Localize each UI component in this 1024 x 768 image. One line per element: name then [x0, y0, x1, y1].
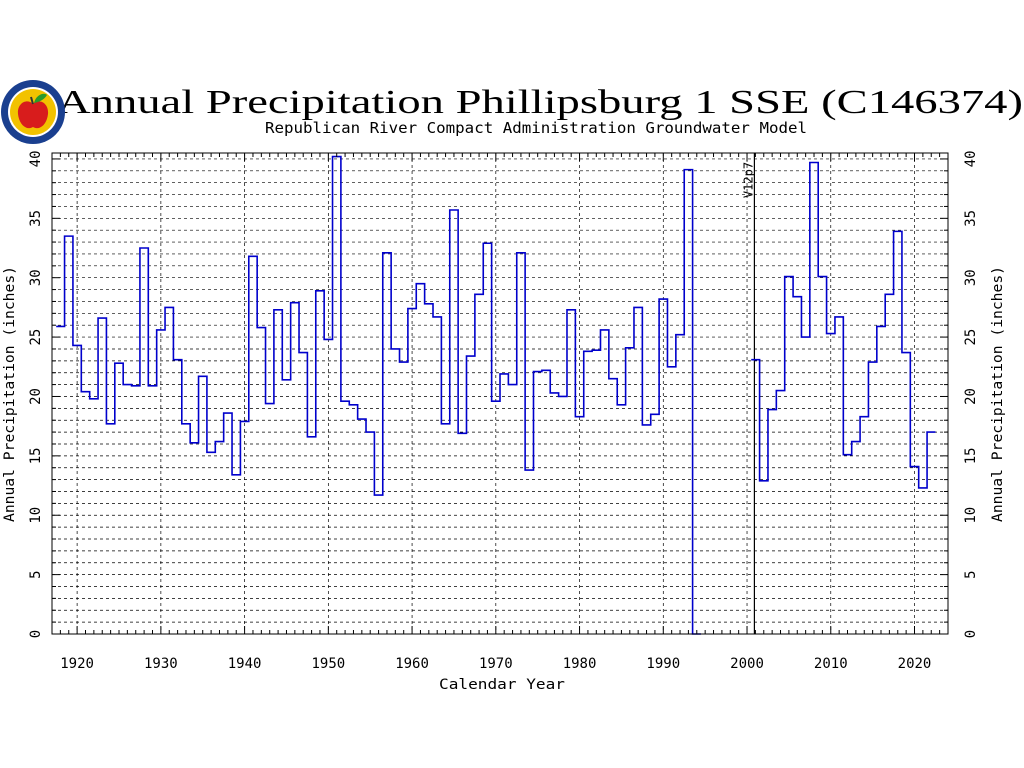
tick-labels: 1920 1930 1940 1950 1960 1970 1980 1990 2000 2010…	[28, 151, 979, 672]
y-tick-label-left: 35	[28, 210, 44, 227]
version-marker: V12p7	[741, 153, 755, 634]
stem-icon	[30, 96, 34, 105]
grid	[52, 153, 948, 634]
x-tick-label: 2000	[730, 656, 764, 672]
series-line	[751, 161, 936, 489]
version-marker-label: V12p7	[741, 162, 755, 198]
x-axis-label: Calendar Year	[439, 677, 565, 693]
y-tick-label-right: 25	[963, 329, 979, 346]
y-tick-label-right: 0	[963, 630, 979, 638]
apple-icon	[17, 101, 49, 129]
x-tick-label: 2020	[898, 656, 932, 672]
x-tick-label: 1970	[479, 656, 513, 672]
y-tick-label-right: 10	[963, 507, 979, 524]
x-tick-label: 1920	[60, 656, 94, 672]
chart-subtitle: Republican River Compact Administration …	[265, 119, 807, 137]
series-line	[56, 155, 701, 635]
y-tick-label-right: 30	[963, 269, 979, 286]
y-tick-label-left: 15	[28, 447, 44, 464]
x-tick-label: 1930	[144, 656, 178, 672]
y-tick-label-left: 20	[28, 388, 44, 405]
axes	[51, 152, 949, 635]
y-axis-label-right: Annual Precipitation (inches)	[990, 266, 1006, 522]
x-tick-label: 1980	[563, 656, 597, 672]
plot-frame	[51, 152, 949, 635]
y-tick-label-left: 0	[28, 630, 44, 638]
y-tick-label-right: 35	[963, 210, 979, 227]
y-tick-label-left: 25	[28, 329, 44, 346]
series-lines	[56, 155, 936, 635]
x-tick-label: 1940	[228, 656, 262, 672]
y-tick-label-left: 5	[28, 570, 44, 578]
y-tick-label-left: 40	[28, 151, 44, 168]
x-tick-label: 1960	[395, 656, 429, 672]
x-tick-label: 2010	[814, 656, 848, 672]
y-tick-label-right: 20	[963, 388, 979, 405]
y-tick-label-right: 40	[963, 151, 979, 168]
y-tick-label-right: 15	[963, 447, 979, 464]
y-tick-label-left: 30	[28, 269, 44, 286]
chart-title: Annual Precipitation Phillipsburg 1 SSE …	[57, 84, 1023, 121]
y-tick-label-left: 10	[28, 507, 44, 524]
y-axis-label-left: Annual Precipitation (inches)	[2, 266, 18, 522]
y-tick-label-right: 5	[963, 570, 979, 578]
x-tick-label: 1990	[646, 656, 680, 672]
x-tick-label: 1950	[311, 656, 345, 672]
leaf-icon	[34, 93, 47, 103]
rrca-logo	[1, 80, 65, 144]
